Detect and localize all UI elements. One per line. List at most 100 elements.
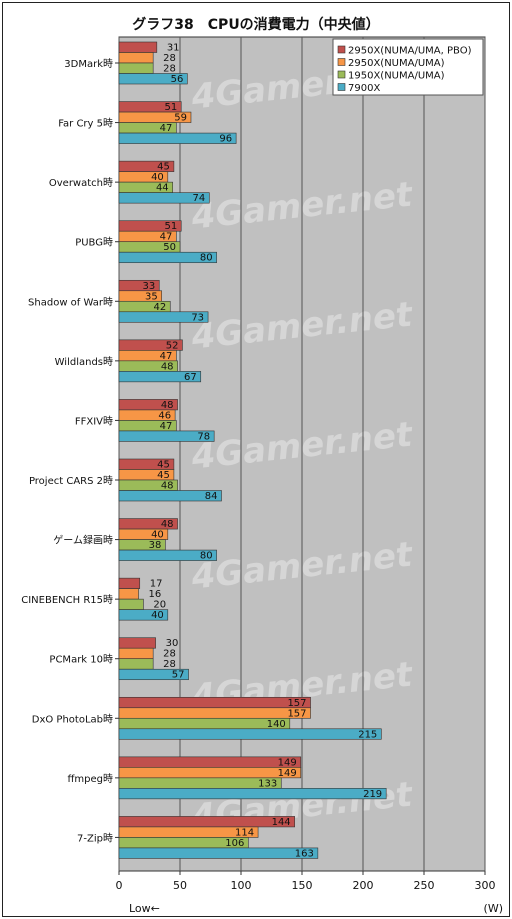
legend-box [332,38,484,96]
x-axis-unit-label: (W) [484,902,503,915]
bar-value-label: 40 [151,172,164,183]
bar-value-label: 84 [205,491,218,502]
bar-value-label: 149 [278,768,297,779]
legend-label: 1950X(NUMA/UMA) [348,71,445,82]
legend-swatch [337,58,346,66]
legend-label: 2950X(NUMA/UMA) [348,58,445,69]
bar [118,62,154,74]
legend: 2950X(NUMA/UMA, PBO)2950X(NUMA/UMA) 1950X… [332,38,484,96]
bar-value-label: 157 [287,708,306,719]
bar [118,658,154,670]
bar [118,647,154,660]
category-label: Wildlands時 [55,356,113,368]
bar [118,251,217,264]
bar-value-label: 31 [167,43,180,54]
bar-value-label: 144 [272,817,291,828]
category-label: PUBG時 [75,237,113,249]
plot-area: 4Gamer.net4Gamer.net4Gamer.net4Gamer.net… [21,36,496,892]
bar-value-label: 51 [164,221,177,232]
bar [118,192,210,204]
category-label: CINEBENCH R15時 [21,594,113,606]
bar-value-label: 33 [143,281,156,292]
bar-value-label: 48 [161,400,174,411]
bar [118,756,302,768]
bar-value-label: 17 [150,579,163,590]
bar-value-label: 28 [163,64,176,75]
bar-value-label: 114 [235,827,254,838]
category-label: FFXIV時 [75,415,113,427]
bar-value-label: 42 [154,302,167,313]
bar-value-label: 28 [163,659,176,670]
x-tick-label: 250 [414,879,435,892]
bar-value-label: 28 [163,649,176,660]
bar-value-label: 215 [358,729,377,740]
bar [118,707,311,719]
bar-value-label: 96 [219,134,232,145]
bar-value-label: 47 [160,421,173,432]
bar [118,132,237,144]
bar-value-label: 219 [363,789,382,800]
bar [118,728,382,740]
bar-value-label: 133 [258,778,277,789]
bar-value-label: 52 [166,340,179,351]
bar-value-label: 140 [267,719,286,730]
bar-value-label: 78 [197,431,210,442]
category-label: Far Cry 5時 [58,118,113,130]
bar-value-label: 20 [153,600,166,611]
x-tick-label: 200 [353,879,374,892]
bar [118,311,209,323]
bar [118,430,215,442]
bar-value-label: 28 [163,53,176,64]
legend-swatch [337,45,346,54]
category-label: Overwatch時 [49,177,113,189]
x-tick-label: 300 [475,879,496,892]
x-tick-label: 100 [231,879,252,892]
category-label: ゲーム録画時 [53,534,113,547]
bar-value-label: 48 [161,361,174,372]
bar [118,371,202,383]
bar-value-label: 40 [151,530,164,541]
bar [118,717,291,730]
bar-value-label: 45 [157,470,170,481]
bar-value-label: 73 [191,312,204,323]
bar-value-label: 59 [174,113,187,124]
bar-value-label: 47 [160,123,173,134]
legend-label: 2950X(NUMA/UMA, PBO) [348,46,472,57]
bar-value-label: 47 [160,351,173,362]
bar-value-label: 47 [160,232,173,243]
bar [118,788,387,800]
bar [118,73,188,85]
bar [118,549,217,561]
bar-value-label: 38 [149,540,162,551]
bar-value-label: 106 [225,838,244,849]
bar-value-label: 74 [193,193,206,204]
chart-svg: グラフ38 CPUの消費電力（中央値） 4Gamer.net4Gamer.net… [21,16,503,915]
bar [118,490,222,502]
bar-value-label: 80 [200,551,213,562]
bar-value-label: 50 [163,242,176,253]
bar-value-label: 57 [172,670,185,681]
bar [118,609,169,621]
bar [118,767,302,779]
bar-value-label: 44 [156,183,169,194]
legend-swatch [337,70,346,79]
chart-title: グラフ38 CPUの消費電力（中央値） [132,16,379,33]
bar [118,577,141,589]
bar [118,52,154,64]
legend-label: 7900X [348,83,380,94]
category-label: Shadow of War時 [28,296,113,308]
bar-value-label: 51 [164,102,177,113]
x-tick-label: 0 [116,879,123,892]
bar-value-label: 48 [161,519,174,530]
bar [118,588,139,600]
bar [118,41,158,53]
category-label: Project CARS 2時 [29,475,113,487]
bar-value-label: 30 [166,638,179,649]
bar-value-label: 46 [158,410,171,421]
x-axis-low-label: Low← [129,902,160,915]
bar [118,598,144,610]
bar [118,637,156,649]
bar-value-label: 80 [200,253,213,264]
bar-value-label: 35 [145,291,158,302]
